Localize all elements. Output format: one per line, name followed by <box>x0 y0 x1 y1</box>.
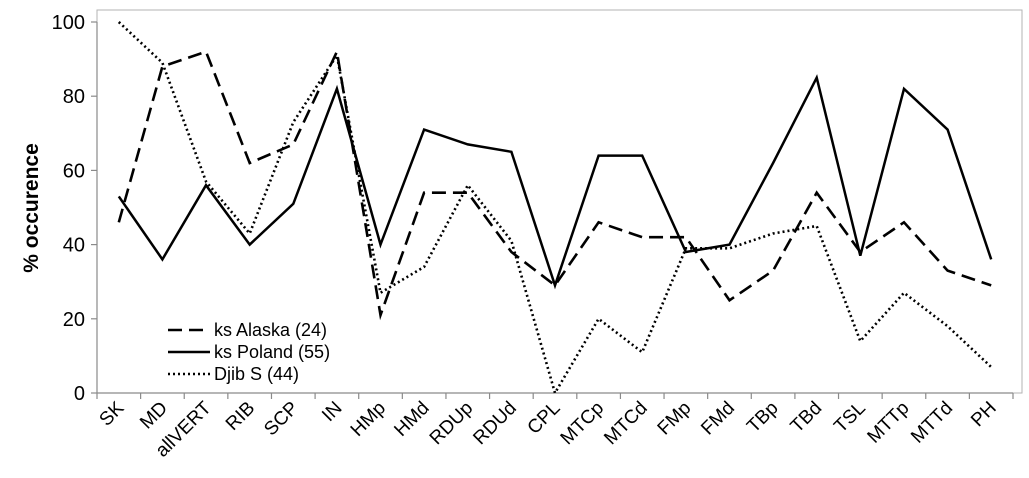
y-tick-label: 0 <box>74 383 85 405</box>
series-line-1 <box>117 47 992 321</box>
y-tick-label: 20 <box>63 309 85 331</box>
axes <box>96 22 1013 394</box>
y-tick-label: 80 <box>63 86 85 108</box>
y-ticks: 0 20 40 60 80 100 <box>52 12 97 405</box>
y-tick-label: 60 <box>63 160 85 182</box>
legend-label: ks Alaska (24) <box>214 320 327 340</box>
legend-label: Djib S (44) <box>214 364 299 384</box>
series-line-3 <box>117 21 993 397</box>
y-tick-label: 40 <box>63 235 85 257</box>
series-lines <box>117 21 993 397</box>
legend: ks Alaska (24)ks Poland (55)Djib S (44) <box>168 320 330 384</box>
y-tick-label: 100 <box>52 12 85 34</box>
legend-label: ks Poland (55) <box>214 342 330 362</box>
y-axis-title: % occurence <box>20 143 43 273</box>
series-line-2 <box>117 74 993 290</box>
